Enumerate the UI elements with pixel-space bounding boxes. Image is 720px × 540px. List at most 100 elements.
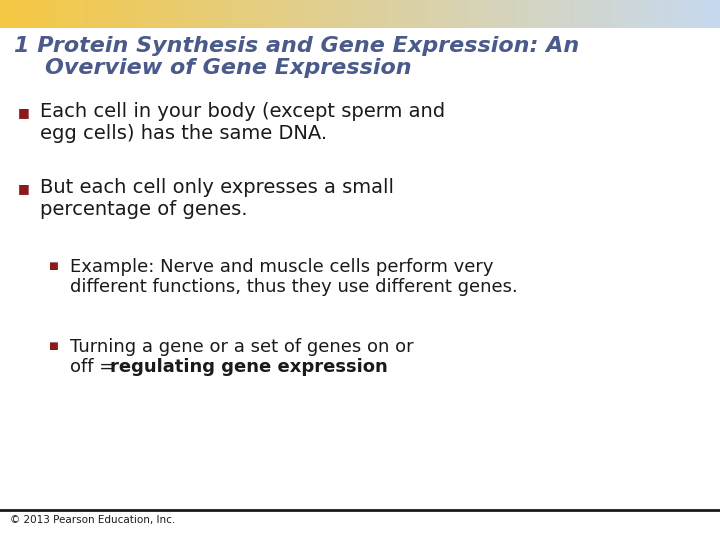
Bar — [473, 0, 474, 28]
Bar — [262, 0, 263, 28]
Text: Example: Nerve and muscle cells perform very: Example: Nerve and muscle cells perform … — [70, 258, 493, 276]
Bar — [323, 0, 324, 28]
Bar — [96, 0, 97, 28]
Bar — [545, 0, 546, 28]
Bar — [444, 0, 445, 28]
Text: different functions, thus they use different genes.: different functions, thus they use diffe… — [70, 278, 518, 296]
Bar — [426, 0, 427, 28]
Bar — [330, 0, 331, 28]
Bar — [537, 0, 538, 28]
Bar — [623, 0, 624, 28]
Bar — [520, 0, 521, 28]
Bar — [291, 0, 292, 28]
Bar — [99, 0, 100, 28]
Bar — [316, 0, 317, 28]
Bar — [574, 0, 575, 28]
Bar — [396, 0, 397, 28]
Bar — [512, 0, 513, 28]
Bar — [476, 0, 477, 28]
Bar — [420, 0, 421, 28]
Bar — [148, 0, 149, 28]
Bar — [674, 0, 675, 28]
Bar — [102, 0, 103, 28]
Bar — [327, 0, 328, 28]
Bar — [16, 0, 17, 28]
Bar — [470, 0, 471, 28]
Text: 1 Protein Synthesis and Gene Expression: An: 1 Protein Synthesis and Gene Expression:… — [14, 36, 580, 56]
Bar — [245, 0, 246, 28]
Bar — [395, 0, 396, 28]
Bar — [33, 0, 34, 28]
Bar — [18, 0, 19, 28]
Bar — [276, 0, 277, 28]
Bar — [154, 0, 155, 28]
Bar — [433, 0, 434, 28]
Bar — [582, 0, 583, 28]
Bar — [338, 0, 339, 28]
Bar — [492, 0, 493, 28]
Bar — [26, 0, 27, 28]
Bar — [656, 0, 657, 28]
Bar — [200, 0, 201, 28]
Bar — [357, 0, 358, 28]
Bar — [391, 0, 392, 28]
Bar — [94, 0, 95, 28]
Bar — [237, 0, 238, 28]
Bar — [407, 0, 408, 28]
Bar — [47, 0, 48, 28]
Bar — [642, 0, 643, 28]
Bar — [419, 0, 420, 28]
Bar — [358, 0, 359, 28]
Bar — [341, 0, 342, 28]
Bar — [126, 0, 127, 28]
Bar — [621, 0, 622, 28]
Bar — [668, 0, 669, 28]
Bar — [103, 0, 104, 28]
Bar — [118, 0, 119, 28]
Bar — [97, 0, 98, 28]
Bar — [541, 0, 542, 28]
Bar — [684, 0, 685, 28]
Bar — [561, 0, 562, 28]
Bar — [502, 0, 503, 28]
Bar — [104, 0, 105, 28]
Bar — [577, 0, 578, 28]
Bar — [265, 0, 266, 28]
Bar — [337, 0, 338, 28]
Bar — [228, 0, 229, 28]
Bar — [527, 0, 528, 28]
Bar — [435, 0, 436, 28]
Bar — [281, 0, 282, 28]
Bar — [0, 0, 1, 28]
Bar — [543, 0, 544, 28]
Bar — [526, 0, 527, 28]
Bar — [650, 0, 651, 28]
Bar — [361, 0, 362, 28]
Bar — [67, 0, 68, 28]
Bar — [497, 0, 498, 28]
Bar — [325, 0, 326, 28]
Text: But each cell only expresses a small: But each cell only expresses a small — [40, 178, 394, 197]
Bar — [546, 0, 547, 28]
Bar — [590, 0, 591, 28]
Bar — [459, 0, 460, 28]
Bar — [630, 0, 631, 28]
Bar — [130, 0, 131, 28]
Bar — [241, 0, 242, 28]
Bar — [712, 0, 713, 28]
Bar — [523, 0, 524, 28]
Bar — [215, 0, 216, 28]
Bar — [596, 0, 597, 28]
Bar — [575, 0, 576, 28]
Bar — [629, 0, 630, 28]
Bar — [411, 0, 412, 28]
Bar — [416, 0, 417, 28]
Bar — [274, 0, 275, 28]
Bar — [272, 0, 273, 28]
Bar — [232, 0, 233, 28]
Bar — [560, 0, 561, 28]
Bar — [305, 0, 306, 28]
Bar — [565, 0, 566, 28]
Bar — [605, 0, 606, 28]
Bar — [44, 0, 45, 28]
